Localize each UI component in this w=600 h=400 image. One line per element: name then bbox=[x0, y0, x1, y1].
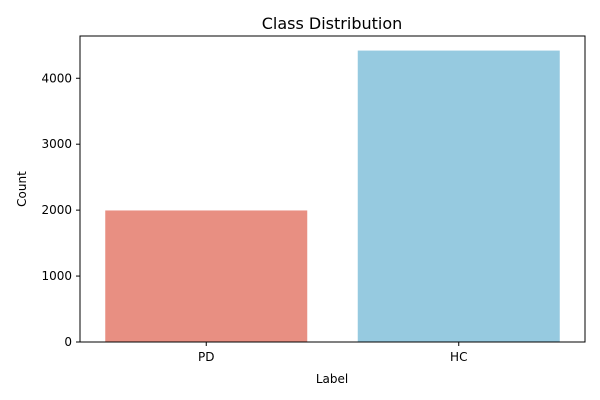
plot-frame bbox=[79, 35, 586, 343]
bars-layer bbox=[105, 50, 560, 342]
chart-title: Class Distribution bbox=[262, 14, 403, 33]
x-axis-label: Label bbox=[316, 372, 348, 386]
x-axis: PD HC bbox=[198, 342, 467, 364]
y-tick-label: 2000 bbox=[41, 203, 72, 217]
y-axis-label: Count bbox=[15, 171, 29, 207]
bar-hc bbox=[357, 50, 560, 342]
y-tick-label: 3000 bbox=[41, 137, 72, 151]
y-tick-label: 4000 bbox=[41, 71, 72, 85]
x-tick-label: PD bbox=[198, 350, 214, 364]
bar-pd bbox=[105, 210, 308, 342]
y-tick-label: 1000 bbox=[41, 269, 72, 283]
y-axis: 0 1000 2000 3000 4000 bbox=[41, 71, 80, 349]
x-tick-label: HC bbox=[450, 350, 467, 364]
y-tick-label: 0 bbox=[64, 335, 72, 349]
